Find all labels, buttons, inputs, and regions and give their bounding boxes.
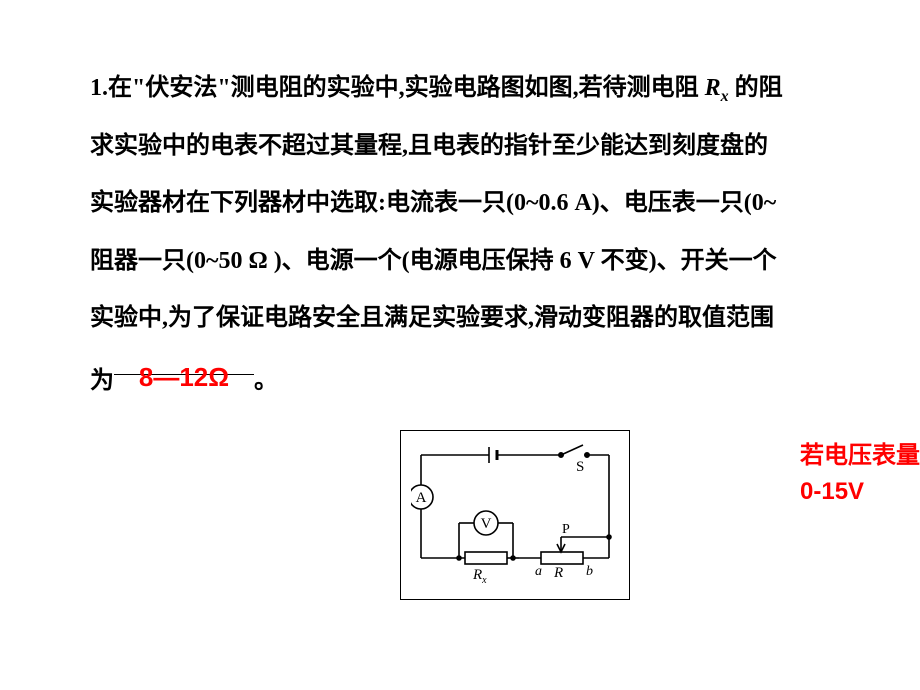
- rheostat-label: R: [553, 565, 563, 581]
- text-line-1: 1.在"伏安法"测电阻的实验中,实验电路图如图,若待测电阻 Rx 的阻: [90, 60, 910, 118]
- terminal-a: a: [535, 564, 542, 579]
- text-line-3: 实验器材在下列器材中选取:电流表一只(0~0.6 A)、电压表一只(0~: [90, 175, 910, 233]
- ammeter-label: A: [416, 490, 427, 506]
- line-6-prefix: 为: [90, 368, 114, 394]
- text-line-5: 实验中,为了保证电路安全且满足实验要求,滑动变阻器的取值范围: [90, 290, 910, 348]
- circuit-diagram: A V S P Rx a R b: [400, 430, 630, 600]
- line-1-part: 1.在"伏安法"测电阻的实验中,实验电路图如图,若待测电阻: [90, 75, 705, 101]
- circuit-svg: A V S P Rx a R b: [411, 441, 619, 591]
- text-line-2: 求实验中的电表不超过其量程,且电表的指针至少能达到刻度盘的: [90, 118, 910, 176]
- line-6-suffix: 。: [254, 368, 278, 394]
- rx-R: R: [705, 75, 721, 101]
- terminal-b: b: [586, 564, 593, 579]
- voltmeter-label: V: [481, 516, 492, 532]
- rx-label: Rx: [472, 567, 487, 586]
- problem-text: 1.在"伏安法"测电阻的实验中,实验电路图如图,若待测电阻 Rx 的阻 求实验中…: [90, 60, 910, 411]
- page: 1.在"伏安法"测电阻的实验中,实验电路图如图,若待测电阻 Rx 的阻 求实验中…: [0, 0, 920, 690]
- side-note-line2: 0-15V: [800, 474, 920, 510]
- side-note: 若电压表量 0-15V: [800, 438, 920, 510]
- slider-label: P: [562, 522, 570, 537]
- side-note-line1: 若电压表量: [800, 438, 920, 474]
- line-1-suffix: 的阻: [729, 75, 783, 101]
- text-line-6: 为8—12Ω。: [90, 348, 910, 411]
- answer-blank: 8—12Ω: [114, 348, 254, 375]
- text-line-4: 阻器一只(0~50 Ω )、电源一个(电源电压保持 6 V 不变)、开关一个: [90, 233, 910, 291]
- answer-text: 8—12Ω: [139, 362, 229, 392]
- switch-label: S: [576, 459, 584, 475]
- rx-x: x: [721, 88, 729, 105]
